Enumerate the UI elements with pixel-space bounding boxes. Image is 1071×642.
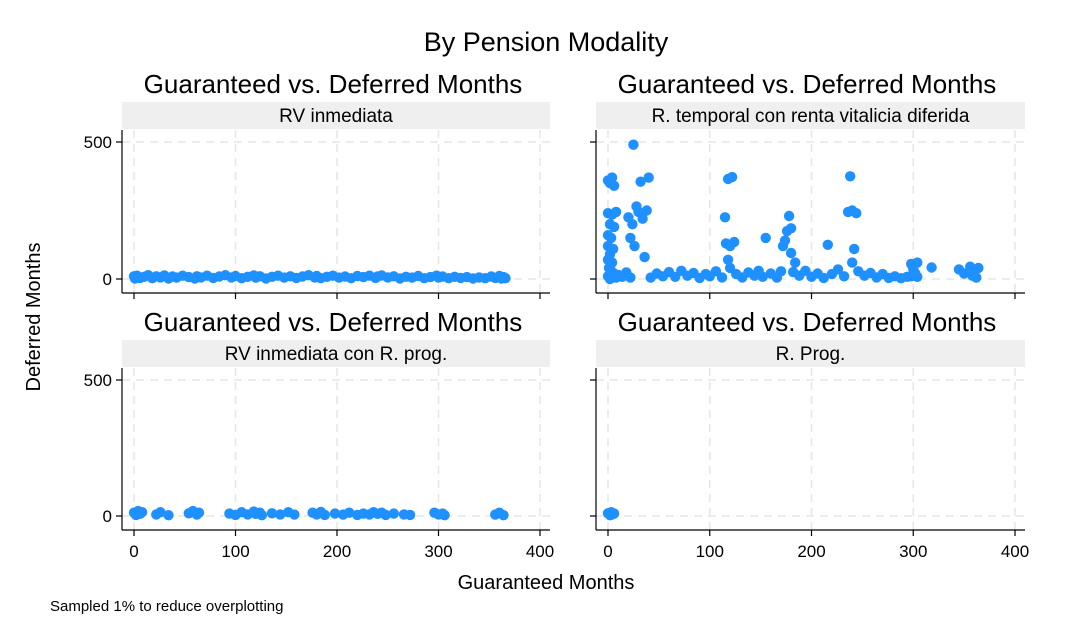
scatter-point bbox=[785, 247, 797, 259]
scatter-point bbox=[926, 262, 937, 273]
scatter-point bbox=[849, 243, 860, 255]
scatter-point bbox=[319, 509, 330, 521]
x-tick-label: 0 bbox=[129, 542, 138, 561]
panel-subtitle: RV inmediata con R. prog. bbox=[225, 344, 448, 365]
scatter-point bbox=[256, 510, 268, 521]
scatter-point bbox=[329, 508, 341, 519]
scatter-point bbox=[344, 507, 355, 518]
x-tick-label: 400 bbox=[526, 542, 554, 561]
scatter-point bbox=[635, 176, 646, 187]
panel-strip bbox=[122, 340, 550, 367]
scatter-point bbox=[838, 271, 850, 282]
scatter-point bbox=[775, 266, 787, 277]
scatter-point bbox=[726, 171, 738, 183]
scatter-point bbox=[722, 254, 734, 265]
scatter-point bbox=[155, 507, 166, 518]
panel-2: Guaranteed vs. Deferred Months R. tempora… bbox=[590, 69, 1025, 299]
scatter-point bbox=[845, 171, 856, 182]
y-tick-label: 0 bbox=[103, 270, 112, 289]
scatter-point bbox=[716, 272, 728, 283]
panel-title: Guaranteed vs. Deferred Months bbox=[144, 69, 523, 99]
scatter-point bbox=[380, 509, 391, 521]
panel-title: Guaranteed vs. Deferred Months bbox=[144, 307, 523, 337]
figure-x-axis-label: Guaranteed Months bbox=[458, 572, 635, 594]
scatter-point bbox=[388, 508, 399, 519]
x-tick-label: 0 bbox=[603, 542, 612, 561]
scatter-point bbox=[604, 273, 616, 285]
scatter-point bbox=[639, 251, 650, 263]
scatter-point bbox=[785, 223, 797, 234]
x-tick-label: 200 bbox=[797, 542, 825, 561]
scatter-point bbox=[783, 210, 795, 222]
panel-1: Guaranteed vs. Deferred Months RV inmedia… bbox=[84, 69, 550, 299]
panel-3: Guaranteed vs. Deferred Months RV inmedia… bbox=[84, 307, 555, 561]
x-tick-label: 300 bbox=[899, 542, 927, 561]
y-tick-label: 500 bbox=[84, 133, 112, 152]
scatter-point bbox=[289, 509, 300, 520]
x-tick-label: 300 bbox=[424, 542, 452, 561]
scatter-point bbox=[912, 257, 923, 268]
scatter-point bbox=[500, 273, 511, 284]
scatter-point bbox=[847, 257, 858, 268]
scatter-point bbox=[627, 219, 638, 230]
scatter-point bbox=[851, 208, 862, 219]
x-tick-label: 100 bbox=[221, 542, 249, 561]
scatter-point bbox=[625, 232, 636, 244]
scatter-point bbox=[912, 271, 923, 282]
scatter-point bbox=[193, 507, 205, 518]
scatter-point bbox=[641, 205, 652, 216]
panel-title: Guaranteed vs. Deferred Months bbox=[618, 307, 997, 337]
scatter-point bbox=[628, 139, 639, 150]
figure-title: By Pension Modality bbox=[424, 27, 669, 57]
panel-4: Guaranteed vs. Deferred Months R. Prog. 0 1… bbox=[590, 307, 1029, 561]
scatter-point bbox=[439, 510, 450, 521]
panel-subtitle: RV inmediata bbox=[279, 106, 393, 127]
scatter-point bbox=[971, 272, 982, 283]
scatter-point bbox=[625, 272, 636, 283]
scatter-point bbox=[608, 180, 620, 191]
y-tick-label: 0 bbox=[103, 507, 112, 526]
scatter-point bbox=[760, 232, 771, 244]
scatter-point bbox=[136, 507, 148, 518]
scatter-point bbox=[606, 172, 618, 183]
scatter-point bbox=[818, 272, 829, 284]
figure-y-axis-label: Deferred Months bbox=[23, 243, 45, 392]
panel-strip bbox=[122, 102, 550, 129]
scatter-point bbox=[498, 510, 509, 521]
scatter-point bbox=[637, 213, 648, 224]
x-tick-label: 100 bbox=[696, 542, 724, 561]
scatter-point bbox=[610, 206, 622, 218]
panel-title: Guaranteed vs. Deferred Months bbox=[618, 69, 997, 99]
scatter-point bbox=[757, 271, 768, 282]
scatter-point bbox=[779, 235, 791, 246]
scatter-point bbox=[275, 509, 286, 520]
scatter-point bbox=[608, 508, 620, 519]
panel-strip bbox=[596, 102, 1025, 129]
panels: Guaranteed vs. Deferred Months RV inmedia… bbox=[84, 69, 1030, 561]
scatter-point bbox=[163, 510, 174, 521]
scatter-point bbox=[729, 236, 740, 248]
figure-note: Sampled 1% to reduce overplotting bbox=[50, 598, 283, 615]
x-tick-label: 200 bbox=[323, 542, 351, 561]
scatter-point bbox=[404, 509, 416, 521]
scatter-point bbox=[832, 264, 844, 275]
panel-subtitle: R. temporal con renta vitalicia diferida bbox=[652, 106, 970, 127]
scatter-point bbox=[605, 232, 617, 244]
scatter-point bbox=[822, 239, 833, 250]
panel-subtitle: R. Prog. bbox=[776, 344, 846, 365]
x-tick-label: 400 bbox=[1001, 542, 1029, 561]
scatter-point bbox=[629, 240, 640, 252]
scatter-point bbox=[719, 212, 731, 223]
scatter-point bbox=[790, 257, 801, 268]
scatter-point bbox=[266, 508, 278, 519]
panel-strip bbox=[596, 340, 1025, 367]
scatter-point bbox=[643, 172, 654, 183]
scatter-point bbox=[973, 262, 984, 274]
scatter-point bbox=[958, 268, 970, 279]
scatter-point bbox=[608, 221, 620, 233]
y-tick-label: 500 bbox=[84, 371, 112, 390]
